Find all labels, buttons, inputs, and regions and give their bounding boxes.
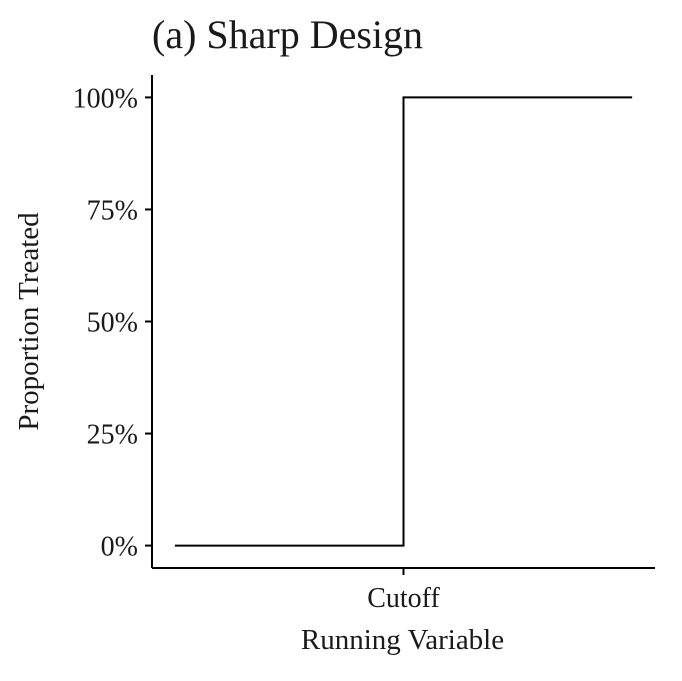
y-axis-label: Proportion Treated xyxy=(13,212,45,431)
y-tick-label: 75% xyxy=(87,195,138,226)
x-axis: Cutoff xyxy=(152,567,655,614)
x-tick-label: Cutoff xyxy=(367,583,440,614)
y-tick-label: 50% xyxy=(87,308,138,339)
y-tick-label: 0% xyxy=(101,532,138,563)
y-tick-label: 100% xyxy=(73,83,138,114)
x-axis-label: Running Variable xyxy=(301,624,504,656)
y-tick-label: 25% xyxy=(87,420,138,451)
chart-title: (a) Sharp Design xyxy=(152,12,423,57)
y-axis: 0% 25% 50% 75% 100% xyxy=(73,75,153,568)
series-layer xyxy=(174,96,633,547)
series-line-treatment xyxy=(174,96,633,547)
